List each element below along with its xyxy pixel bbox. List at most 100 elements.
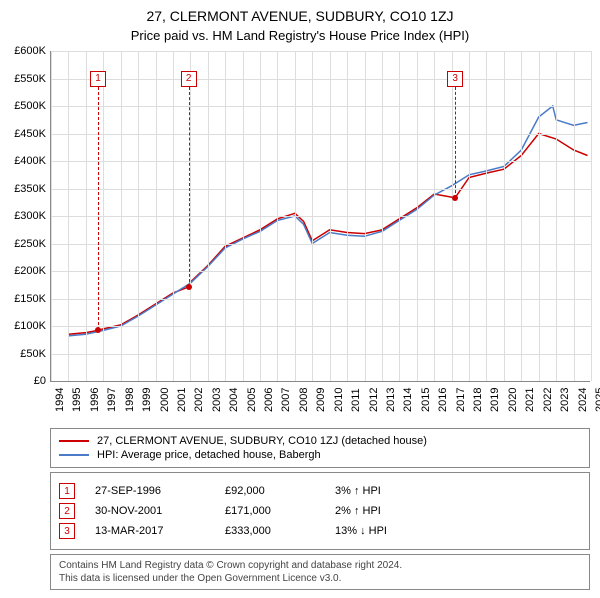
x-tick-label: 1997 <box>106 388 118 412</box>
v-gridline <box>208 51 209 381</box>
row-hpi: 3% ↑ HPI <box>335 485 455 497</box>
x-tick-label: 2001 <box>176 388 188 412</box>
row-marker: 1 <box>59 483 75 499</box>
y-tick-label: £250K <box>14 238 46 250</box>
marker-vline <box>98 87 99 331</box>
h-gridline <box>51 216 591 217</box>
y-axis-labels: £0£50K£100K£150K£200K£250K£300K£350K£400… <box>0 51 48 381</box>
h-gridline <box>51 244 591 245</box>
marker-label: 1 <box>90 71 106 87</box>
x-tick-label: 2011 <box>350 388 362 412</box>
row-price: £92,000 <box>225 485 335 497</box>
v-gridline <box>365 51 366 381</box>
y-tick-label: £350K <box>14 183 46 195</box>
y-tick-label: £100K <box>14 320 46 332</box>
h-gridline <box>51 161 591 162</box>
x-tick-label: 2024 <box>577 388 589 412</box>
x-tick-label: 2005 <box>246 388 258 412</box>
h-gridline <box>51 271 591 272</box>
footer-line1: Contains HM Land Registry data © Crown c… <box>59 559 581 572</box>
footer-attribution: Contains HM Land Registry data © Crown c… <box>50 554 590 590</box>
y-tick-label: £50K <box>20 348 46 360</box>
marker-label: 2 <box>181 71 197 87</box>
v-gridline <box>173 51 174 381</box>
marker-vline <box>455 87 456 198</box>
v-gridline <box>574 51 575 381</box>
x-tick-label: 2022 <box>542 388 554 412</box>
x-tick-label: 2000 <box>159 388 171 412</box>
marker-dot <box>95 327 101 333</box>
x-tick-label: 2010 <box>333 388 345 412</box>
v-gridline <box>138 51 139 381</box>
v-gridline <box>591 51 592 381</box>
chart-title: 27, CLERMONT AVENUE, SUDBURY, CO10 1ZJ <box>0 8 600 24</box>
table-row: 2 30-NOV-2001£171,0002% ↑ HPI <box>59 503 581 519</box>
legend-swatch <box>59 454 89 456</box>
y-tick-label: £300K <box>14 210 46 222</box>
v-gridline <box>347 51 348 381</box>
marker-dot <box>452 195 458 201</box>
x-tick-label: 2003 <box>211 388 223 412</box>
row-date: 30-NOV-2001 <box>95 505 225 517</box>
h-gridline <box>51 106 591 107</box>
x-tick-label: 2017 <box>455 388 467 412</box>
x-tick-label: 2006 <box>263 388 275 412</box>
v-gridline <box>434 51 435 381</box>
y-tick-label: £200K <box>14 265 46 277</box>
x-tick-label: 1994 <box>54 388 66 412</box>
h-gridline <box>51 326 591 327</box>
x-tick-label: 2002 <box>193 388 205 412</box>
x-tick-label: 1996 <box>89 388 101 412</box>
table-row: 313-MAR-2017£333,00013% ↓ HPI <box>59 523 581 539</box>
v-gridline <box>399 51 400 381</box>
legend-label: HPI: Average price, detached house, Babe… <box>97 449 321 461</box>
x-tick-label: 2019 <box>489 388 501 412</box>
v-gridline <box>539 51 540 381</box>
chart-subtitle: Price paid vs. HM Land Registry's House … <box>0 28 600 43</box>
row-marker: 2 <box>59 503 75 519</box>
v-gridline <box>452 51 453 381</box>
x-tick-label: 2020 <box>507 388 519 412</box>
footer-line2: This data is licensed under the Open Gov… <box>59 572 581 585</box>
v-gridline <box>486 51 487 381</box>
x-tick-label: 2009 <box>315 388 327 412</box>
row-hpi: 2% ↑ HPI <box>335 505 455 517</box>
x-tick-label: 2013 <box>385 388 397 412</box>
marker-vline <box>189 87 190 287</box>
legend-swatch <box>59 440 89 442</box>
h-gridline <box>51 354 591 355</box>
x-tick-label: 2023 <box>559 388 571 412</box>
legend-item: 27, CLERMONT AVENUE, SUDBURY, CO10 1ZJ (… <box>59 435 581 447</box>
x-tick-label: 1999 <box>141 388 153 412</box>
x-tick-label: 1995 <box>71 388 83 412</box>
marker-label: 3 <box>447 71 463 87</box>
table-row: 127-SEP-1996£92,0003% ↑ HPI <box>59 483 581 499</box>
row-marker: 3 <box>59 523 75 539</box>
h-gridline <box>51 51 591 52</box>
x-tick-label: 2016 <box>437 388 449 412</box>
h-gridline <box>51 79 591 80</box>
row-price: £171,000 <box>225 505 335 517</box>
v-gridline <box>225 51 226 381</box>
x-tick-label: 2015 <box>420 388 432 412</box>
legend: 27, CLERMONT AVENUE, SUDBURY, CO10 1ZJ (… <box>50 428 590 468</box>
y-tick-label: £0 <box>34 375 46 387</box>
x-tick-label: 2018 <box>472 388 484 412</box>
row-hpi: 13% ↓ HPI <box>335 525 455 537</box>
v-gridline <box>156 51 157 381</box>
marker-dot <box>186 284 192 290</box>
h-gridline <box>51 189 591 190</box>
x-tick-label: 2007 <box>280 388 292 412</box>
v-gridline <box>469 51 470 381</box>
v-gridline <box>312 51 313 381</box>
y-tick-label: £150K <box>14 293 46 305</box>
y-tick-label: £500K <box>14 100 46 112</box>
v-gridline <box>521 51 522 381</box>
v-gridline <box>330 51 331 381</box>
v-gridline <box>260 51 261 381</box>
v-gridline <box>556 51 557 381</box>
v-gridline <box>243 51 244 381</box>
x-tick-label: 2008 <box>298 388 310 412</box>
h-gridline <box>51 134 591 135</box>
v-gridline <box>103 51 104 381</box>
